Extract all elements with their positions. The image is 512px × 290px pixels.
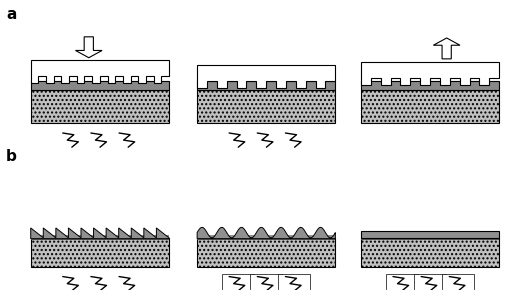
Polygon shape bbox=[361, 62, 499, 85]
Polygon shape bbox=[31, 60, 169, 83]
Polygon shape bbox=[197, 65, 335, 88]
Bar bbox=[31, 238, 169, 240]
Text: b: b bbox=[6, 149, 17, 164]
Bar bbox=[386, 274, 418, 290]
Bar bbox=[361, 238, 499, 267]
Bar bbox=[361, 231, 499, 238]
Bar bbox=[222, 274, 254, 290]
Bar bbox=[361, 90, 499, 123]
Bar bbox=[31, 238, 169, 267]
Bar bbox=[197, 81, 335, 90]
Polygon shape bbox=[31, 228, 169, 239]
Bar bbox=[279, 274, 310, 290]
Bar bbox=[442, 274, 474, 290]
Bar bbox=[361, 238, 499, 240]
Bar bbox=[31, 235, 169, 238]
Bar bbox=[250, 274, 282, 290]
Bar bbox=[31, 81, 169, 90]
Bar bbox=[197, 235, 335, 238]
Bar bbox=[31, 90, 169, 123]
Bar bbox=[197, 238, 335, 267]
Text: a: a bbox=[6, 7, 16, 22]
Bar bbox=[414, 274, 446, 290]
FancyArrow shape bbox=[75, 37, 102, 58]
Bar bbox=[361, 81, 499, 90]
FancyArrow shape bbox=[433, 38, 460, 59]
Bar bbox=[197, 238, 335, 240]
Polygon shape bbox=[197, 227, 335, 239]
Bar bbox=[197, 90, 335, 123]
